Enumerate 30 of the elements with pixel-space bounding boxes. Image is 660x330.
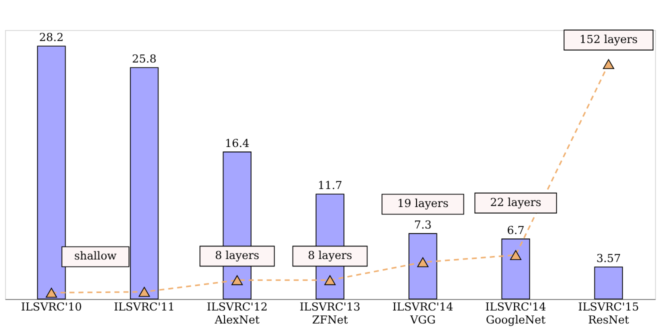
- x-tick-label: ILSVRC'11: [114, 300, 175, 314]
- bar: [594, 266, 623, 300]
- point: [46, 288, 58, 298]
- annotation: 8 layers: [215, 249, 260, 262]
- data-label: 11.7: [318, 179, 342, 192]
- x-tick-label: ILSVRC'12 AlexNet: [206, 300, 268, 326]
- bar: [408, 233, 438, 300]
- point: [232, 275, 243, 286]
- point: [510, 250, 522, 260]
- data-label: 7.3: [414, 218, 432, 232]
- x-tick-label: ILSVRC'14 VGG: [392, 300, 454, 326]
- bar: [501, 238, 530, 300]
- point: [324, 275, 336, 286]
- data-label: 28.2: [39, 31, 64, 44]
- data-label: 6.7: [506, 224, 524, 237]
- x-tick-label: ILSVRC'14 GoogleNet: [485, 300, 546, 326]
- annotation: 8 layers: [308, 249, 352, 262]
- annotation: 22 layers: [490, 196, 542, 210]
- annotation: shallow: [74, 250, 118, 263]
- point: [138, 286, 150, 297]
- x-tick-label: ILSVRC'15 ResNet: [578, 300, 639, 326]
- annotation: 19 layers: [397, 197, 449, 210]
- data-label: 16.4: [224, 136, 250, 150]
- annotation: 152 layers: [579, 33, 638, 46]
- point: [417, 257, 428, 268]
- data-label: 25.8: [132, 52, 157, 66]
- x-tick-label: ILSVRC'10: [21, 300, 82, 314]
- x-tick-label: ILSVRC'13 ZFNet: [300, 300, 360, 326]
- point: [602, 59, 614, 70]
- data-label: 3.57: [596, 252, 621, 265]
